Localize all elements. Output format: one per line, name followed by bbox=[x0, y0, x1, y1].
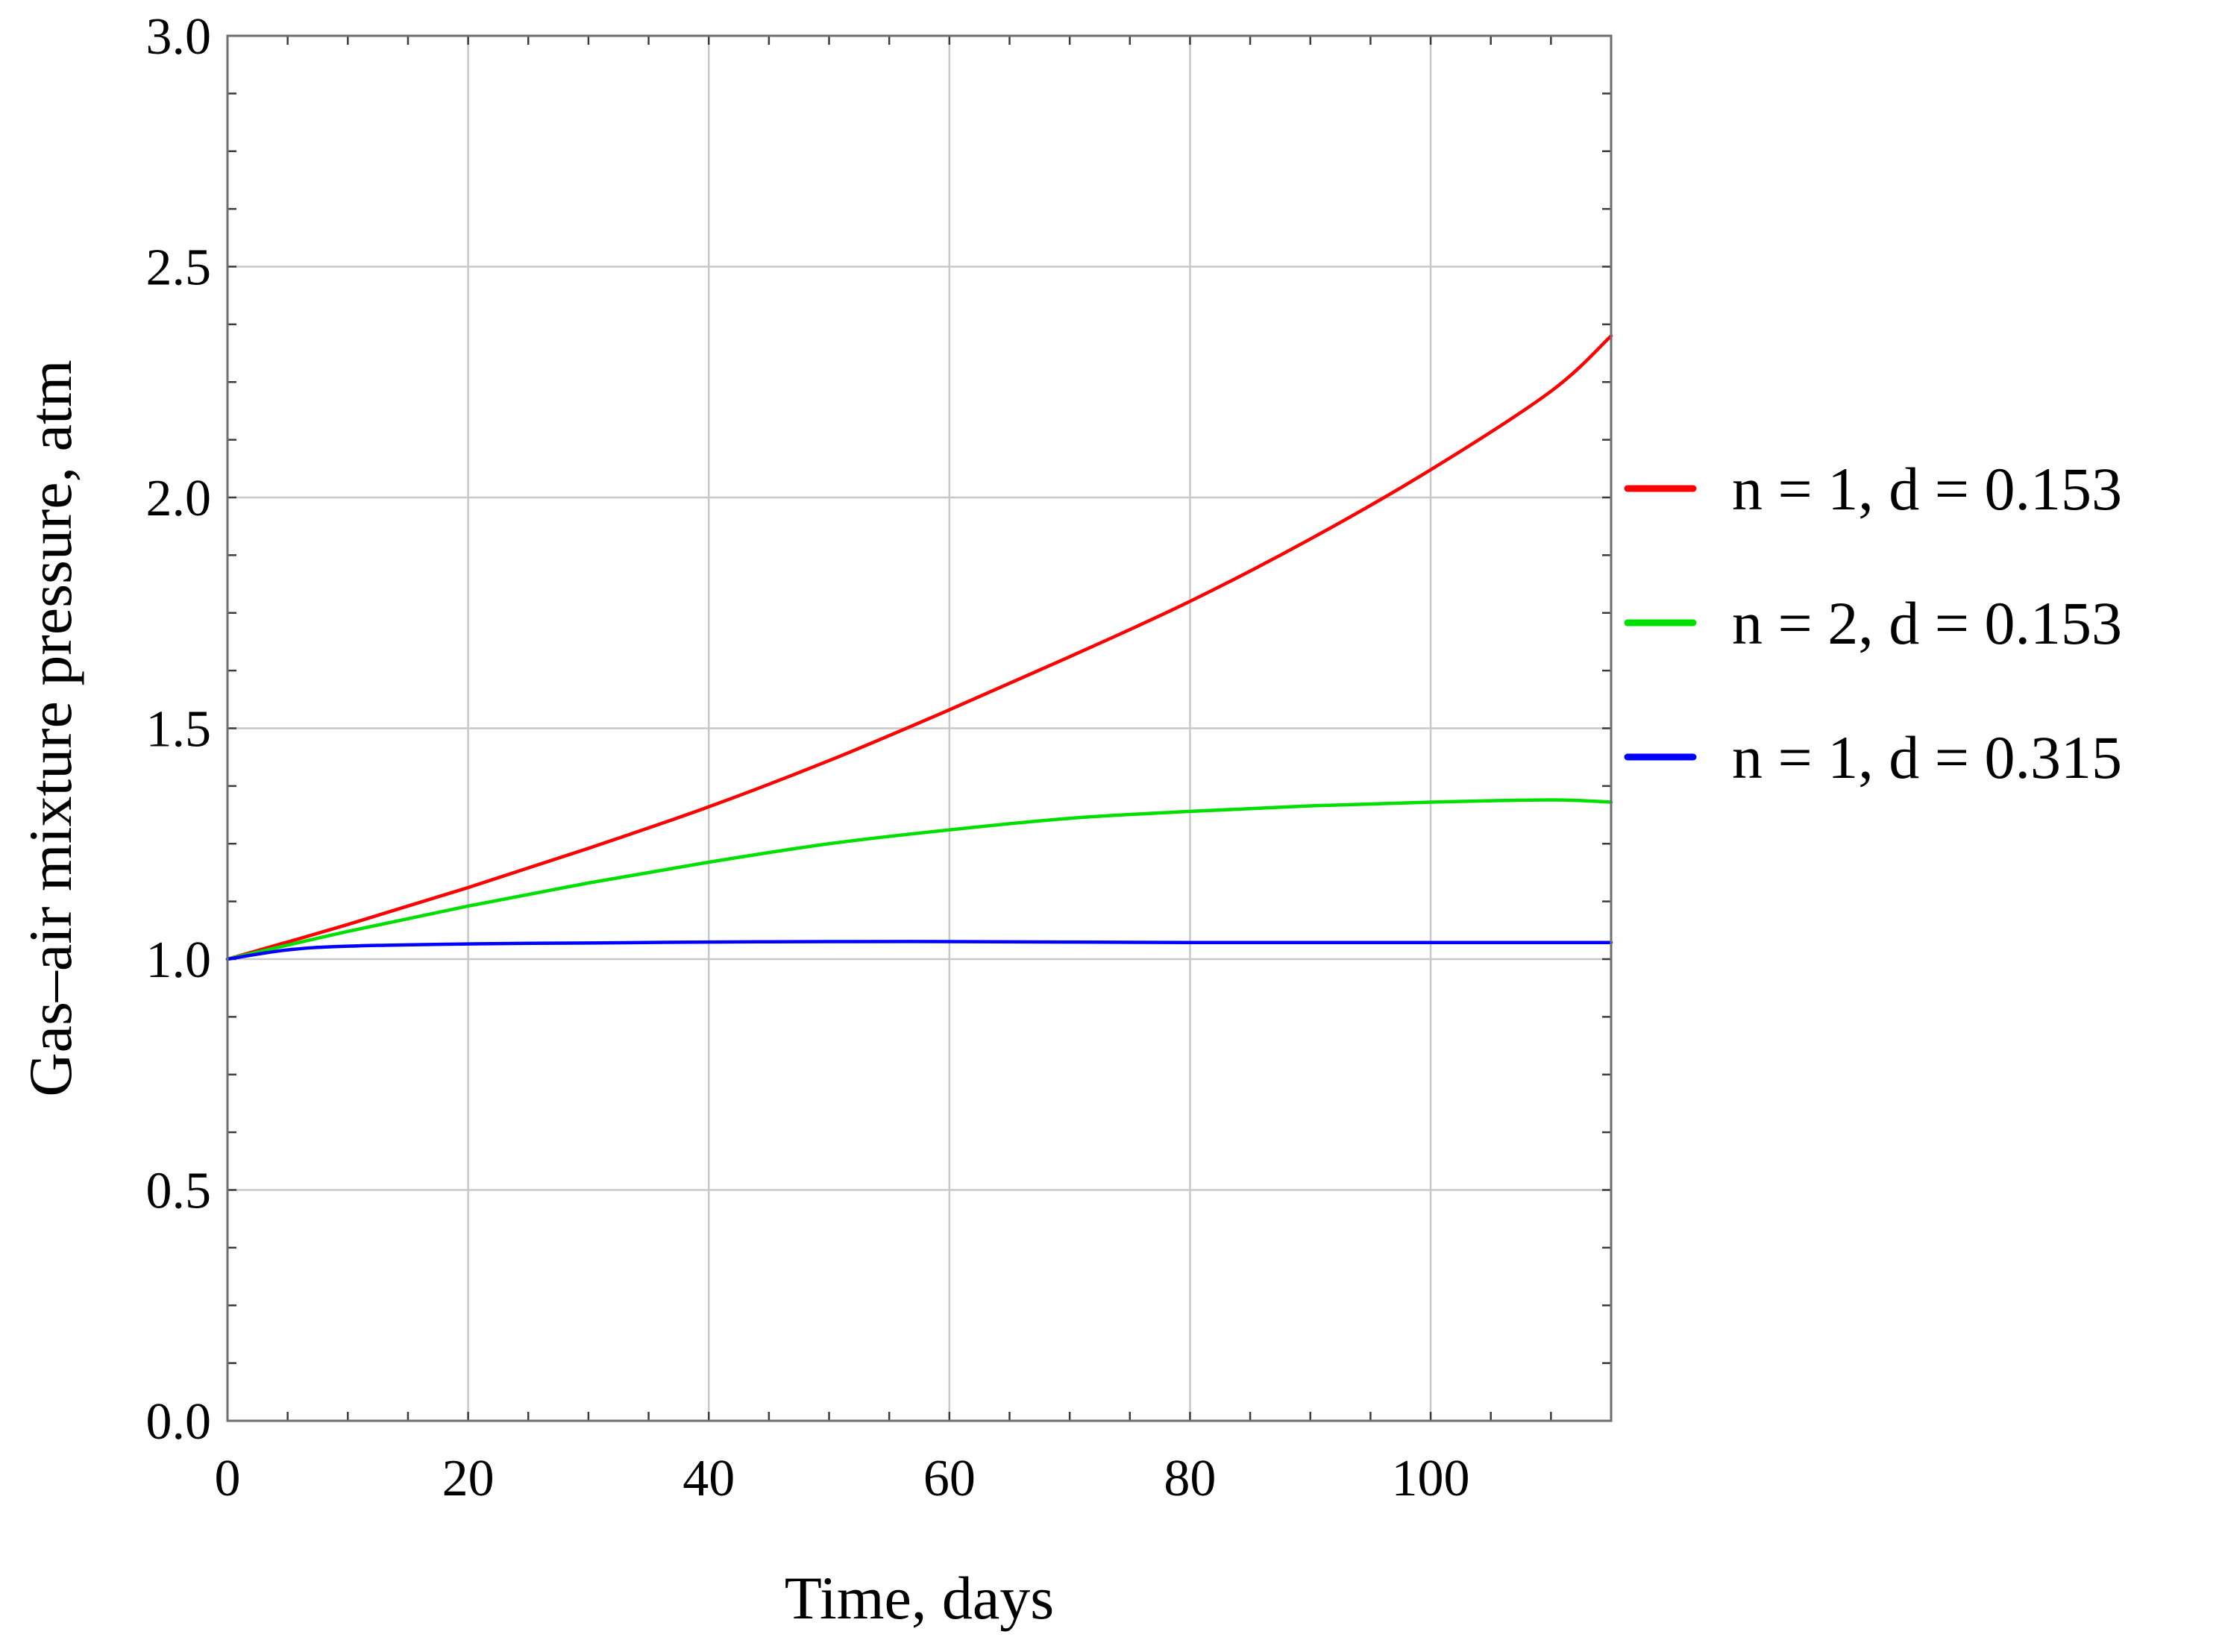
y-tick-label: 0.5 bbox=[146, 1163, 212, 1220]
x-tick-label: 60 bbox=[923, 1450, 976, 1507]
tick-labels: 0 20 40 60 80 100 0.0 0.5 1.0 1.5 2.0 2.5 3.0 bbox=[146, 8, 1470, 1507]
legend-label-2: n = 2, d = 0.153 bbox=[1732, 589, 2122, 657]
x-tick-label: 0 bbox=[215, 1450, 241, 1507]
x-tick-label: 40 bbox=[682, 1450, 735, 1507]
legend-label-3: n = 1, d = 0.315 bbox=[1732, 723, 2122, 791]
y-tick-label: 1.5 bbox=[146, 701, 212, 759]
y-tick-label: 0.0 bbox=[146, 1393, 212, 1451]
y-axis-label: Gas–air mixture pressure, atm bbox=[16, 359, 84, 1096]
x-axis-label: Time, days bbox=[785, 1564, 1054, 1632]
series-line-3 bbox=[225, 940, 1613, 961]
x-tick-label: 20 bbox=[442, 1450, 495, 1507]
y-tick-label: 3.0 bbox=[146, 8, 212, 66]
grid bbox=[227, 36, 1611, 1421]
series-lines bbox=[225, 334, 1613, 961]
series-line-1 bbox=[225, 334, 1613, 961]
y-tick-label: 2.5 bbox=[146, 239, 212, 297]
plot-frame bbox=[226, 34, 1613, 1422]
y-tick-label: 2.0 bbox=[146, 470, 212, 527]
legend-label-1: n = 1, d = 0.153 bbox=[1732, 455, 2122, 523]
x-tick-label: 100 bbox=[1392, 1450, 1470, 1507]
legend: n = 1, d = 0.153 n = 2, d = 0.153 n = 1, d… bbox=[1624, 455, 2122, 791]
y-tick-label: 1.0 bbox=[146, 932, 212, 989]
x-tick-label: 80 bbox=[1164, 1450, 1216, 1507]
series-line-2 bbox=[225, 798, 1613, 961]
